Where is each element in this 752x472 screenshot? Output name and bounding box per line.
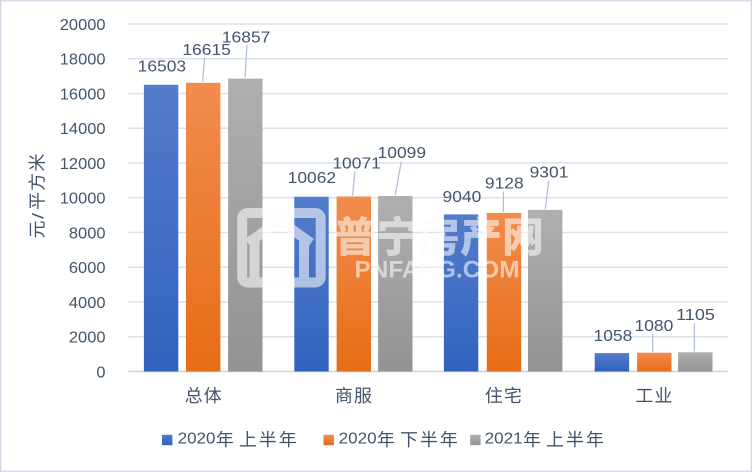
svg-text:16857: 16857 [222, 29, 271, 46]
svg-text:2000: 2000 [69, 330, 106, 347]
svg-text:9301: 9301 [530, 165, 569, 182]
svg-text:10062: 10062 [288, 170, 337, 187]
svg-text:16615: 16615 [182, 42, 231, 59]
svg-text:PNFANG.COM: PNFANG.COM [355, 257, 520, 284]
svg-text:2021: 2021 [485, 431, 523, 448]
svg-text:10071: 10071 [332, 156, 381, 173]
svg-text:1105: 1105 [676, 307, 715, 324]
svg-text:20000: 20000 [60, 17, 106, 34]
svg-text:1058: 1058 [594, 328, 633, 345]
svg-text:1080: 1080 [635, 318, 674, 335]
svg-text:0: 0 [96, 364, 105, 381]
svg-text:6000: 6000 [69, 260, 106, 277]
svg-text:16503: 16503 [138, 58, 187, 75]
svg-text:4000: 4000 [69, 295, 106, 312]
svg-text:10099: 10099 [378, 145, 427, 162]
svg-text:/: / [31, 212, 48, 219]
svg-text:14000: 14000 [60, 121, 106, 138]
svg-text:9040: 9040 [443, 189, 482, 206]
svg-text:2020: 2020 [178, 431, 216, 448]
svg-text:10000: 10000 [60, 191, 106, 208]
svg-text:12000: 12000 [60, 156, 106, 173]
svg-text:2020: 2020 [339, 431, 377, 448]
svg-text:9128: 9128 [485, 176, 524, 193]
svg-text:18000: 18000 [60, 52, 106, 69]
svg-text:8000: 8000 [69, 225, 106, 242]
svg-text:16000: 16000 [60, 86, 106, 103]
